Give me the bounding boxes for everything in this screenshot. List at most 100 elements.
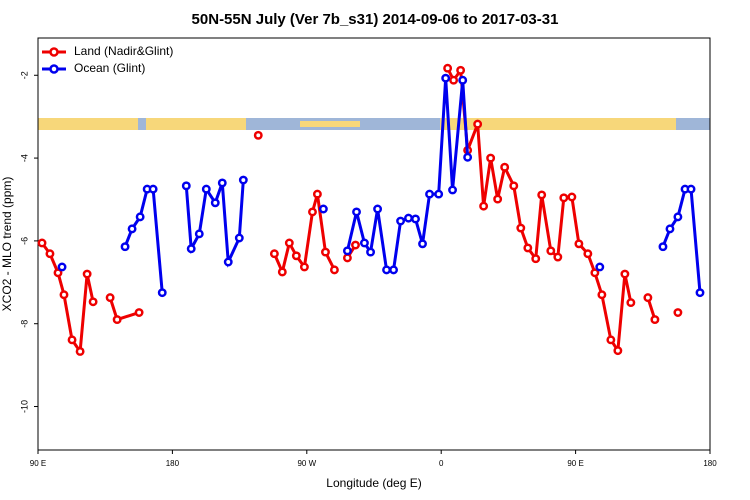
x-tick-label: 180 [166, 459, 180, 468]
data-point [238, 175, 248, 185]
x-tick-label: 90 E [567, 459, 583, 468]
legend-label: Land (Nadir&Glint) [74, 44, 173, 58]
data-point [516, 223, 526, 233]
data-point [308, 207, 317, 217]
data-point [620, 269, 630, 279]
y-tick-label: -6 [19, 237, 29, 245]
data-point [590, 268, 600, 278]
data-point [312, 189, 322, 199]
data-point [686, 184, 696, 194]
data-point [665, 224, 675, 234]
data-point [45, 249, 55, 259]
data-point [223, 257, 233, 267]
data-point [673, 308, 683, 317]
data-point [658, 242, 668, 252]
data-point [553, 252, 563, 262]
data-point [181, 181, 191, 191]
x-tick-label: 90 W [297, 459, 316, 468]
data-point [299, 262, 309, 272]
data-point [650, 315, 660, 325]
data-point [559, 193, 569, 203]
data-point [509, 181, 519, 191]
data-point [75, 347, 85, 356]
data-point [329, 265, 339, 275]
data-point [134, 308, 144, 317]
data-point [234, 233, 244, 243]
data-point [523, 243, 533, 253]
data-point [595, 262, 605, 272]
plot-frame [37, 37, 711, 451]
data-point [217, 178, 227, 188]
data-point [269, 249, 279, 259]
data-point [643, 293, 653, 303]
data-point [351, 240, 360, 250]
data-point [352, 207, 361, 217]
data-point [321, 247, 330, 257]
data-point [37, 238, 47, 248]
data-point [59, 290, 69, 300]
data-point [67, 335, 77, 345]
legend: Land (Nadir&Glint) Ocean (Glint) [42, 44, 173, 75]
data-point [463, 152, 473, 162]
data-point [441, 73, 451, 83]
data-point [583, 249, 593, 259]
data-point [120, 242, 130, 252]
data-point [606, 335, 616, 345]
data-point [418, 239, 427, 249]
x-tick-label: 90 E [30, 459, 46, 468]
data-point [53, 268, 63, 278]
data-point [500, 162, 510, 172]
data-point [537, 190, 547, 200]
y-tick-label: -2 [19, 71, 29, 79]
data-point [493, 194, 503, 204]
data-point [382, 265, 391, 275]
data-point [127, 224, 137, 234]
data-point [673, 212, 683, 222]
chart-title: 50N-55N July (Ver 7b_s31) 2014-09-06 to … [192, 11, 559, 28]
y-tick-label: -10 [19, 400, 29, 413]
data-point [404, 213, 413, 223]
data-point [613, 346, 623, 356]
x-tick-label: 0 [439, 459, 444, 468]
data-point [148, 184, 158, 194]
data-point [194, 229, 204, 239]
data-point [626, 298, 636, 308]
data-point [210, 198, 220, 208]
data-point [443, 63, 453, 73]
data-point [567, 192, 577, 202]
data-point [449, 75, 459, 85]
data-point [597, 290, 607, 300]
data-point [448, 185, 457, 195]
data-point [366, 247, 376, 257]
data-point [373, 204, 383, 214]
data-point [458, 75, 468, 85]
data-point [342, 253, 352, 263]
data-point [574, 239, 584, 249]
data-point [425, 189, 435, 199]
data-point [389, 265, 399, 275]
data-point [88, 297, 98, 307]
data-point [359, 238, 369, 248]
y-tick-label: -4 [19, 154, 29, 162]
data-point [434, 189, 444, 199]
x-axis-label: Longitude (deg E) [326, 476, 421, 490]
data-point [57, 262, 67, 272]
data-point [284, 238, 294, 248]
legend-marker [49, 64, 59, 74]
data-point [318, 204, 328, 214]
data-point [82, 269, 92, 279]
data-point [157, 288, 167, 298]
data-point [112, 315, 122, 325]
data-point [695, 288, 705, 298]
data-point [473, 119, 483, 129]
legend-label: Ocean (Glint) [74, 61, 145, 75]
data-point [456, 65, 466, 75]
data-point [291, 251, 301, 261]
data-point [342, 246, 352, 256]
land-ocean-strip [38, 118, 710, 130]
data-point [135, 212, 145, 222]
data-point [201, 184, 211, 194]
data-point [411, 214, 420, 224]
data-point [277, 267, 287, 277]
